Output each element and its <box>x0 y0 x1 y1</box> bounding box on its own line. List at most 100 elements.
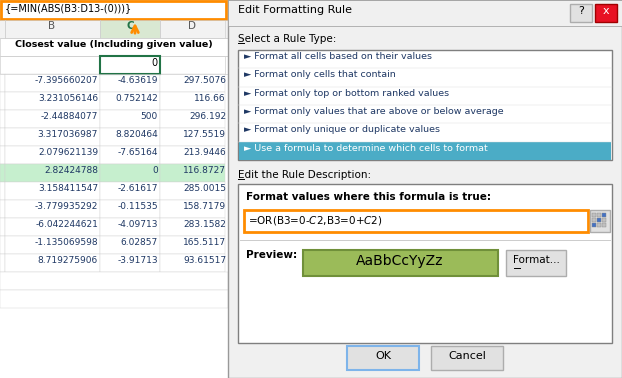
Bar <box>506 250 566 276</box>
Bar <box>100 182 160 200</box>
Bar <box>5 182 100 200</box>
Bar <box>5 110 100 128</box>
Bar <box>5 218 100 236</box>
Bar <box>100 218 160 236</box>
Bar <box>595 4 617 22</box>
Bar <box>100 164 160 182</box>
Bar <box>100 236 160 254</box>
Text: -4.63619: -4.63619 <box>118 76 158 85</box>
Bar <box>0 254 5 272</box>
Bar <box>303 250 498 276</box>
Text: 2.82424788: 2.82424788 <box>44 166 98 175</box>
Bar <box>0 0 228 378</box>
Text: 297.5076: 297.5076 <box>183 76 226 85</box>
Bar <box>597 213 601 217</box>
Text: 283.1582: 283.1582 <box>183 220 226 229</box>
Text: 296.192: 296.192 <box>189 112 226 121</box>
Text: -3.91713: -3.91713 <box>118 256 158 265</box>
Text: x: x <box>603 6 610 16</box>
Text: -1.135069598: -1.135069598 <box>34 238 98 247</box>
Text: D: D <box>188 21 196 31</box>
Bar <box>0 56 100 74</box>
Bar <box>100 200 160 218</box>
Text: 127.5519: 127.5519 <box>183 130 226 139</box>
Text: Format values where this formula is true:: Format values where this formula is true… <box>246 192 491 202</box>
Text: 3.158411547: 3.158411547 <box>38 184 98 193</box>
Bar <box>5 92 100 110</box>
Bar <box>160 218 225 236</box>
Bar <box>0 272 228 290</box>
Text: 158.7179: 158.7179 <box>183 202 226 211</box>
Bar <box>160 110 225 128</box>
Text: Format...: Format... <box>513 255 559 265</box>
Bar <box>238 184 612 343</box>
Bar <box>570 4 592 22</box>
Text: -3.779935292: -3.779935292 <box>35 202 98 211</box>
Bar <box>0 92 5 110</box>
Text: 285.0015: 285.0015 <box>183 184 226 193</box>
Bar <box>0 218 5 236</box>
Bar <box>0 128 5 146</box>
Text: Edit Formatting Rule: Edit Formatting Rule <box>238 5 352 15</box>
Bar <box>597 223 601 227</box>
Text: 116.66: 116.66 <box>194 94 226 103</box>
Text: Select a Rule Type:: Select a Rule Type: <box>238 34 337 44</box>
Text: ► Format only values that are above or below average: ► Format only values that are above or b… <box>244 107 504 116</box>
Text: 3.317036987: 3.317036987 <box>37 130 98 139</box>
Bar <box>592 218 596 222</box>
Bar <box>0 182 5 200</box>
Bar <box>590 210 610 232</box>
Text: ► Format all cells based on their values: ► Format all cells based on their values <box>244 52 432 61</box>
Bar <box>228 0 622 26</box>
Text: -6.042244621: -6.042244621 <box>35 220 98 229</box>
Text: 500: 500 <box>141 112 158 121</box>
Text: B: B <box>49 21 55 31</box>
Bar <box>5 164 100 182</box>
Bar <box>160 56 225 74</box>
Bar <box>160 20 225 38</box>
Text: ?: ? <box>578 6 584 16</box>
Text: 3.231056146: 3.231056146 <box>38 94 98 103</box>
Text: Cancel: Cancel <box>448 351 486 361</box>
Bar <box>100 74 160 92</box>
Text: -0.11535: -0.11535 <box>118 202 158 211</box>
Bar <box>602 218 606 222</box>
Text: ► Format only cells that contain: ► Format only cells that contain <box>244 70 396 79</box>
Bar <box>597 218 601 222</box>
Text: -7.65164: -7.65164 <box>118 148 158 157</box>
Bar <box>160 200 225 218</box>
Text: ► Use a formula to determine which cells to format: ► Use a formula to determine which cells… <box>244 144 488 153</box>
Text: -7.395660207: -7.395660207 <box>34 76 98 85</box>
Text: 165.5117: 165.5117 <box>183 238 226 247</box>
Bar <box>0 236 5 254</box>
Bar <box>5 146 100 164</box>
Bar <box>431 346 503 370</box>
Bar <box>160 92 225 110</box>
Bar <box>160 254 225 272</box>
Bar <box>5 236 100 254</box>
Bar <box>244 210 588 232</box>
Bar <box>160 74 225 92</box>
Bar <box>592 223 596 227</box>
Bar <box>5 200 100 218</box>
Bar <box>160 236 225 254</box>
Bar <box>1 1 226 19</box>
Bar <box>160 164 225 182</box>
Bar <box>239 142 611 160</box>
Bar <box>5 128 100 146</box>
Text: -2.61617: -2.61617 <box>118 184 158 193</box>
Bar <box>160 146 225 164</box>
Bar <box>100 56 160 74</box>
Bar <box>160 182 225 200</box>
Text: -4.09713: -4.09713 <box>118 220 158 229</box>
Bar <box>5 74 100 92</box>
Bar <box>100 92 160 110</box>
Text: C: C <box>126 21 134 31</box>
Bar <box>0 146 5 164</box>
Bar <box>592 213 596 217</box>
Text: 8.719275906: 8.719275906 <box>38 256 98 265</box>
Bar <box>100 128 160 146</box>
Bar <box>347 346 419 370</box>
Text: 8.820464: 8.820464 <box>115 130 158 139</box>
Text: 93.61517: 93.61517 <box>183 256 226 265</box>
